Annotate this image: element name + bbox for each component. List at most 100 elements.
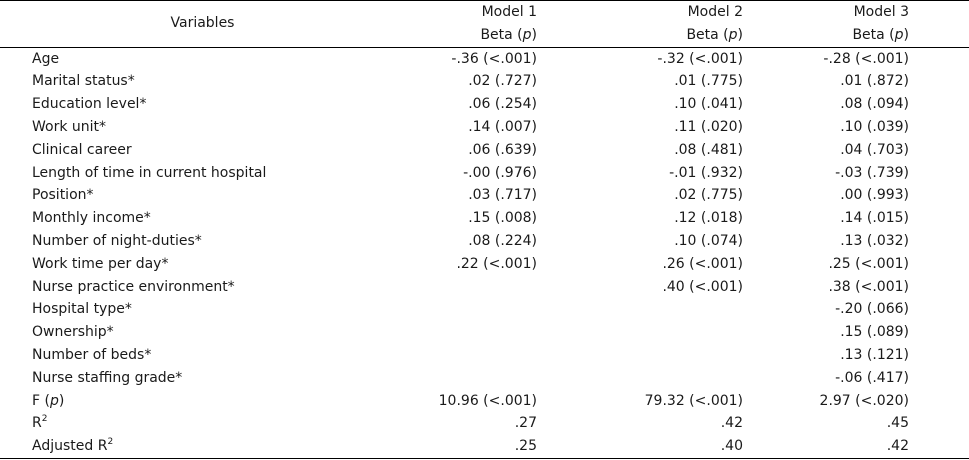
value-model-1 bbox=[405, 344, 575, 367]
value-model-3: .04 (.703) bbox=[840, 141, 909, 158]
adjusted-r2-model-2: .40 bbox=[720, 438, 743, 455]
variable-label: Age bbox=[32, 50, 60, 67]
value-model-3: .10 (.039) bbox=[840, 118, 909, 135]
f-model-2: 79.32 (<.001) bbox=[644, 392, 743, 409]
table-row: Ownership* .15 (.089) bbox=[0, 321, 969, 344]
table-body: Age -.36 (<.001) -.32 (<.001) -.28 (<.001) M… bbox=[0, 47, 969, 389]
value-model-2: -.32 (<.001) bbox=[657, 50, 743, 67]
variable-label: Clinical career bbox=[32, 141, 132, 158]
variable-label: Hospital type* bbox=[32, 301, 132, 318]
table-row: Clinical career .06 (.639) .08 (.481) .04 (… bbox=[0, 139, 969, 162]
adjusted-r2-label: Adjusted R2 bbox=[32, 437, 114, 455]
value-model-3: .14 (.015) bbox=[840, 210, 909, 227]
adjusted-r2-model-1: .25 bbox=[514, 438, 537, 455]
header-model-1: Model 1 bbox=[481, 4, 537, 20]
variable-label: Monthly income* bbox=[32, 210, 151, 227]
value-model-1: .22 (<.001) bbox=[456, 255, 537, 272]
value-model-2: .40 (<.001) bbox=[662, 278, 743, 295]
value-model-2: .11 (.020) bbox=[674, 118, 743, 135]
value-model-1 bbox=[405, 367, 575, 390]
variable-label: Work unit* bbox=[32, 118, 107, 135]
variable-label: Nurse practice environment* bbox=[32, 278, 235, 295]
r2-model-2: .42 bbox=[720, 415, 743, 432]
value-model-2: -.01 (.932) bbox=[669, 164, 743, 181]
f-row: F (p) 10.96 (<.001) 79.32 (<.001) 2.97 (… bbox=[0, 390, 969, 413]
table-row: Marital status* .02 (.727) .01 (.775) .01 (… bbox=[0, 70, 969, 93]
value-model-1: .03 (.717) bbox=[468, 187, 537, 204]
value-model-1: .06 (.639) bbox=[468, 141, 537, 158]
header-row-beta: Beta (p) Beta (p) Beta (p) bbox=[0, 23, 969, 48]
value-model-2: .10 (.041) bbox=[674, 96, 743, 113]
value-model-2 bbox=[575, 298, 765, 321]
table-row: Nurse practice environment* .40 (<.001) .3… bbox=[0, 276, 969, 299]
table-row: Education level* .06 (.254) .10 (.041) .08 … bbox=[0, 93, 969, 116]
header-model-3: Model 3 bbox=[853, 4, 909, 20]
value-model-3: .15 (.089) bbox=[840, 324, 909, 341]
f-model-1: 10.96 (<.001) bbox=[438, 392, 537, 409]
value-model-1 bbox=[405, 321, 575, 344]
value-model-2: .10 (.074) bbox=[674, 232, 743, 249]
value-model-1 bbox=[405, 276, 575, 299]
table-row: Number of night-duties* .08 (.224) .10 (.0… bbox=[0, 230, 969, 253]
value-model-2: .01 (.775) bbox=[674, 73, 743, 90]
r2-model-1: .27 bbox=[514, 415, 537, 432]
r2-model-3: .45 bbox=[886, 415, 909, 432]
value-model-3: -.06 (.417) bbox=[835, 369, 909, 386]
table-row: Position* .03 (.717) .02 (.775) .00 (.993) bbox=[0, 184, 969, 207]
value-model-3: .38 (<.001) bbox=[828, 278, 909, 295]
value-model-1: .02 (.727) bbox=[468, 73, 537, 90]
table-row: Work time per day* .22 (<.001) .26 (<.001)… bbox=[0, 253, 969, 276]
value-model-3: .13 (.032) bbox=[840, 232, 909, 249]
value-model-3: .01 (.872) bbox=[840, 73, 909, 90]
value-model-3: .25 (<.001) bbox=[828, 255, 909, 272]
table-row: Nurse staffing grade* -.06 (.417) bbox=[0, 367, 969, 390]
variable-label: Position* bbox=[32, 187, 94, 204]
table-row: Work unit* .14 (.007) .11 (.020) .10 (.039) bbox=[0, 116, 969, 139]
value-model-1: -.36 (<.001) bbox=[451, 50, 537, 67]
table-row: Monthly income* .15 (.008) .12 (.018) .14 (… bbox=[0, 207, 969, 230]
adjusted-r2-model-3: .42 bbox=[886, 438, 909, 455]
value-model-1: .08 (.224) bbox=[468, 232, 537, 249]
value-model-1: .06 (.254) bbox=[468, 96, 537, 113]
adjusted-r2-row: Adjusted R2 .25 .40 .42 bbox=[0, 435, 969, 458]
header-beta-2: Beta (p) bbox=[575, 23, 765, 48]
value-model-2: .26 (<.001) bbox=[662, 255, 743, 272]
value-model-1 bbox=[405, 298, 575, 321]
header-model-2: Model 2 bbox=[687, 4, 743, 20]
table-row: Hospital type* -.20 (.066) bbox=[0, 298, 969, 321]
value-model-2 bbox=[575, 321, 765, 344]
value-model-2 bbox=[575, 344, 765, 367]
header-variables: Variables bbox=[0, 0, 405, 48]
value-model-3: -.03 (.739) bbox=[835, 164, 909, 181]
table-row: Age -.36 (<.001) -.32 (<.001) -.28 (<.001) bbox=[0, 47, 969, 70]
f-model-3: 2.97 (<.020) bbox=[819, 392, 909, 409]
value-model-3: .08 (.094) bbox=[840, 96, 909, 113]
r2-label: R2 bbox=[32, 414, 48, 432]
variable-label: Education level* bbox=[32, 96, 147, 113]
variable-label: Work time per day* bbox=[32, 255, 169, 272]
value-model-2 bbox=[575, 367, 765, 390]
header-row-models: Variables Model 1 Model 2 Model 3 bbox=[0, 0, 969, 48]
header-beta-3: Beta (p) bbox=[765, 23, 969, 48]
table-row: Length of time in current hospital -.00 (… bbox=[0, 162, 969, 185]
value-model-2: .12 (.018) bbox=[674, 210, 743, 227]
value-model-2: .08 (.481) bbox=[674, 141, 743, 158]
value-model-1: .15 (.008) bbox=[468, 210, 537, 227]
value-model-1: .14 (.007) bbox=[468, 118, 537, 135]
variable-label: Marital status* bbox=[32, 73, 135, 90]
value-model-1: -.00 (.976) bbox=[463, 164, 537, 181]
value-model-3: .13 (.121) bbox=[840, 346, 909, 363]
f-label: F (p) bbox=[32, 392, 65, 409]
value-model-3: .00 (.993) bbox=[840, 187, 909, 204]
variable-label: Number of beds* bbox=[32, 346, 152, 363]
header-beta-1: Beta (p) bbox=[405, 23, 575, 48]
variable-label: Ownership* bbox=[32, 324, 114, 341]
variable-label: Nurse staffing grade* bbox=[32, 369, 183, 386]
value-model-3: -.20 (.066) bbox=[835, 301, 909, 318]
variable-label: Number of night-duties* bbox=[32, 232, 202, 249]
value-model-3: -.28 (<.001) bbox=[823, 50, 909, 67]
value-model-2: .02 (.775) bbox=[674, 187, 743, 204]
r2-row: R2 .27 .42 .45 bbox=[0, 412, 969, 435]
variable-label: Length of time in current hospital bbox=[32, 164, 267, 181]
